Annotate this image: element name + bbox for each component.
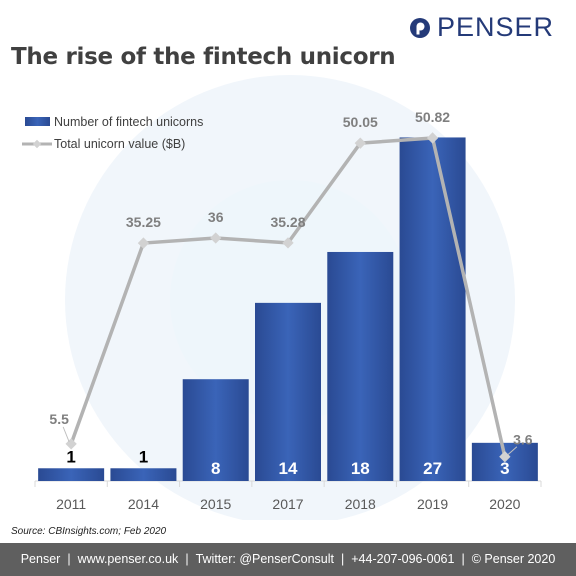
bar-data-label: 14: [279, 459, 298, 478]
footer-separator: |: [341, 552, 345, 566]
line-point: [210, 232, 222, 244]
x-tick-label: 2015: [200, 496, 231, 512]
line-data-label: 3.6: [513, 432, 533, 448]
legend-line-label: Total unicorn value ($B): [54, 137, 185, 151]
legend-bar-swatch: [25, 117, 50, 126]
line-data-label: 35.28: [270, 214, 305, 230]
bar-data-label: 1: [66, 447, 75, 466]
bar: [110, 468, 177, 481]
line-point: [137, 237, 150, 249]
line-data-label: 36: [208, 209, 224, 225]
line-data-label: 50.82: [415, 109, 450, 125]
bar-data-label: 3: [500, 459, 509, 478]
bar-data-label: 1: [139, 447, 148, 466]
line-data-label: 35.25: [126, 214, 161, 230]
bar-data-label: 18: [351, 459, 370, 478]
line-point: [426, 132, 439, 144]
x-tick-label: 2020: [489, 496, 520, 512]
legend-line-marker: [32, 139, 42, 149]
brand-name: PENSER: [436, 12, 554, 42]
bar: [182, 379, 249, 481]
bar: [38, 468, 105, 481]
label-leader-line: [62, 426, 70, 443]
bar-data-label: 27: [423, 459, 442, 478]
label-leader-line: [507, 446, 518, 456]
x-tick-label: 2019: [417, 496, 448, 512]
footer-item: www.penser.co.uk: [77, 552, 179, 566]
bar: [255, 302, 321, 481]
footer-item: +44-207-096-0061: [351, 552, 455, 566]
footer-separator: |: [67, 552, 71, 566]
legend-bar-label: Number of fintech unicorns: [54, 115, 203, 129]
footer-bar: Penser | www.penser.co.uk | Twitter: @Penser…: [0, 543, 576, 576]
line-data-label: 50.05: [343, 114, 378, 130]
x-tick-label: 2011: [56, 496, 86, 512]
line-point: [499, 451, 511, 463]
brand-logo: PENSER: [409, 12, 554, 43]
bar-data-label: 8: [211, 459, 220, 478]
penser-logo-icon: [409, 17, 430, 38]
line-point: [354, 137, 366, 149]
footer-separator: |: [185, 552, 189, 566]
footer-separator: |: [461, 552, 465, 566]
footer-item: © Penser 2020: [471, 552, 556, 566]
line-point: [282, 237, 294, 249]
bar: [327, 251, 394, 481]
source-note: Source: CBInsights.com; Feb 2020: [11, 526, 167, 537]
footer-item: Twitter: @PenserConsult: [195, 552, 334, 566]
x-tick-label: 2014: [128, 496, 159, 512]
x-tick-label: 2018: [345, 496, 376, 512]
chart-title: The rise of the fintech unicorn: [11, 44, 396, 70]
line-data-label: 5.5: [49, 411, 69, 427]
footer-item: Penser: [20, 552, 61, 566]
bar: [399, 137, 466, 481]
x-tick-label: 2017: [272, 496, 303, 512]
